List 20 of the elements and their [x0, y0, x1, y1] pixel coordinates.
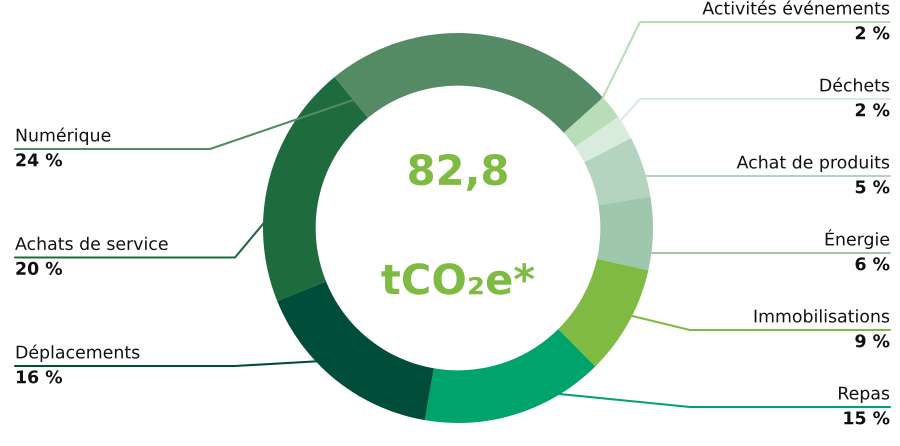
- text: 82,8: [409, 154, 507, 191]
- slice-label: Déplacements: [16, 344, 140, 362]
- slice-label: Achats de service: [15, 236, 168, 250]
- data-label: 5 %: [856, 180, 890, 194]
- data-label: 16 %: [16, 370, 62, 384]
- data-label: 20 %: [16, 262, 62, 275]
- data-label: 9 %: [855, 334, 890, 348]
- slice-label: Déchets: [820, 78, 890, 92]
- data-label: 24 %: [16, 153, 62, 166]
- data-label: 15 %: [844, 411, 890, 424]
- slice-label: Repas: [839, 386, 890, 403]
- data-label: 6 %: [856, 257, 890, 270]
- slice-label: Numérique: [16, 128, 110, 145]
- slice-label: Immobilisations: [754, 309, 890, 323]
- slice-label: Énergie: [826, 229, 890, 249]
- data-label: 2 %: [856, 26, 890, 40]
- text: tCO₂e*: [381, 263, 534, 295]
- slice-label: Activités événements: [702, 0, 890, 15]
- slice-label: Achat de produits: [736, 155, 890, 172]
- data-label: 2 %: [856, 103, 890, 116]
